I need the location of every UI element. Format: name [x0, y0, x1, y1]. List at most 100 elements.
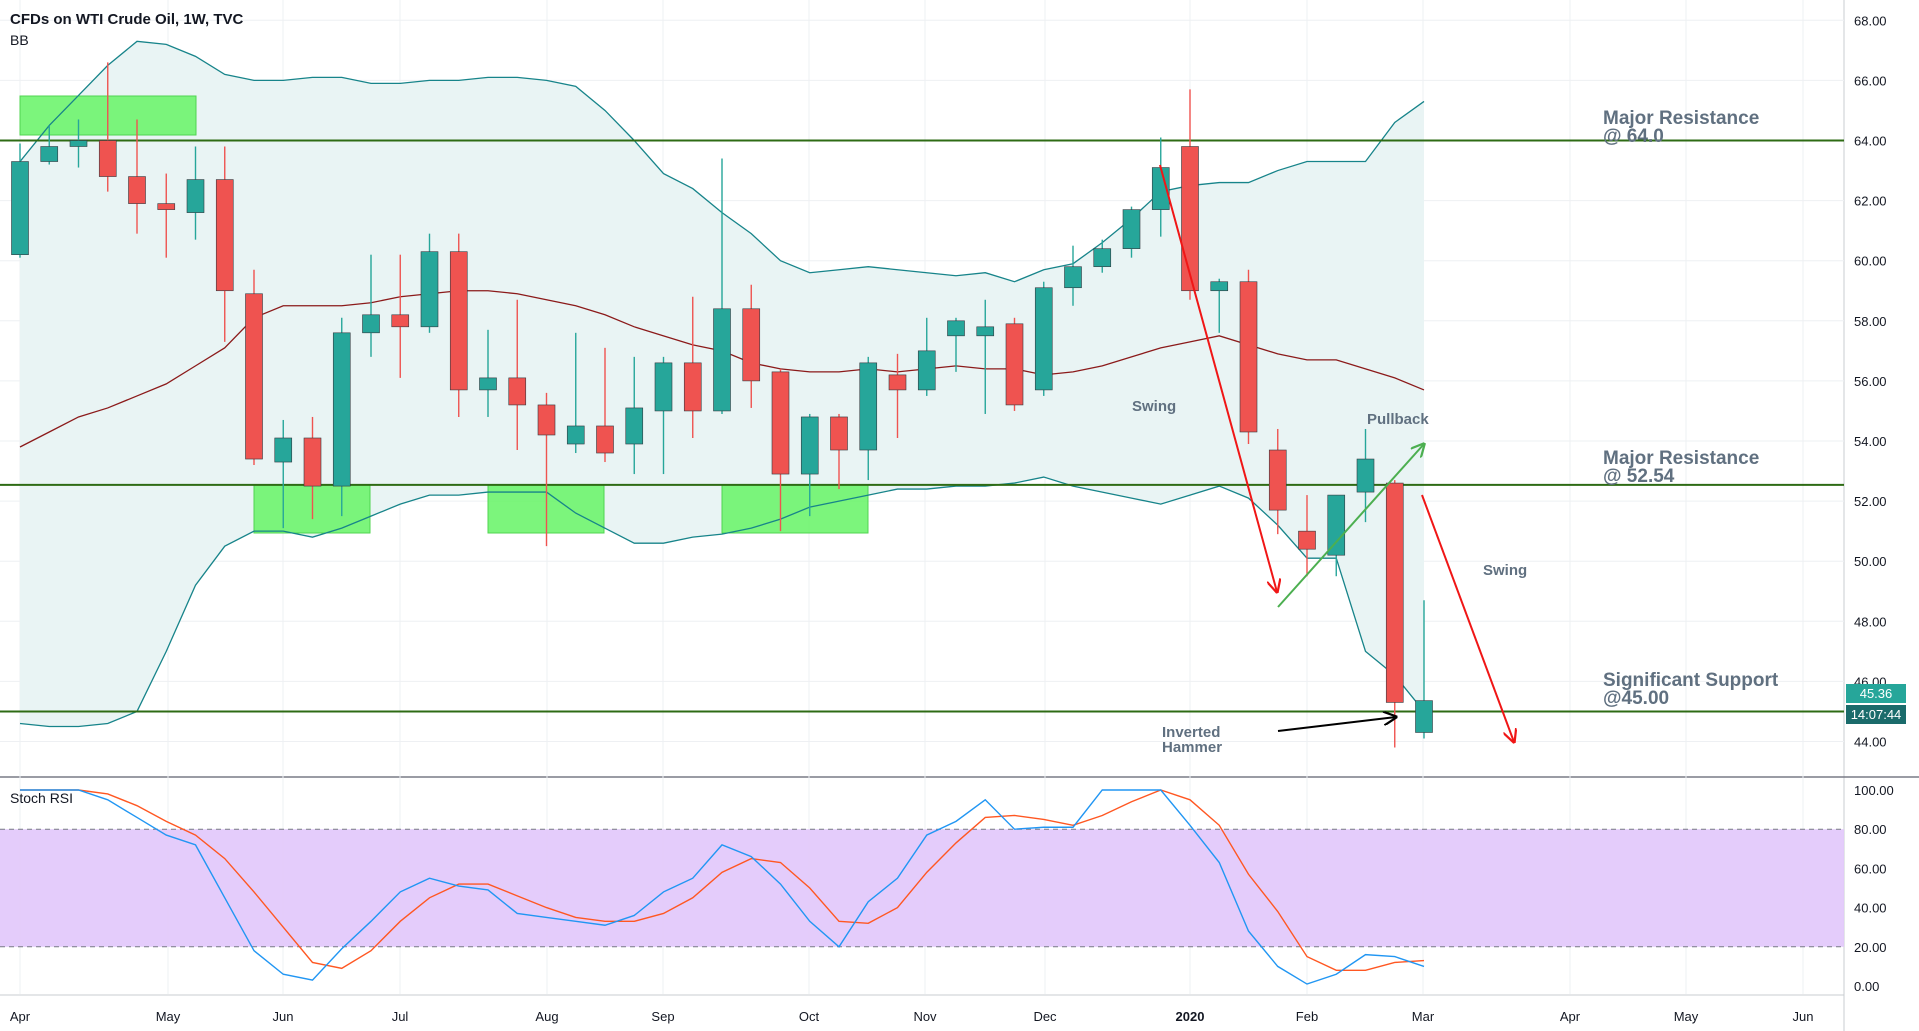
chart-title: CFDs on WTI Crude Oil, 1W, TVC: [10, 11, 244, 28]
time-tick-label: Aug: [535, 1009, 558, 1024]
time-tick-label: Sep: [651, 1009, 674, 1024]
time-tick-label: Nov: [913, 1009, 937, 1024]
time-tick-label: Jul: [392, 1009, 409, 1024]
candle-body: [157, 203, 176, 210]
candle-body: [654, 362, 673, 412]
time-tick-label: Apr: [10, 1009, 31, 1024]
candles: [11, 62, 1433, 748]
candle-body: [713, 308, 731, 412]
candle-body: [1093, 248, 1112, 268]
price-tick-label: 60.00: [1854, 254, 1887, 269]
bb-indicator-label[interactable]: BB: [10, 32, 29, 48]
rsi-tick-label: 60.00: [1854, 861, 1887, 876]
time-tick-label: 2020: [1176, 1009, 1205, 1024]
candle-body: [1239, 281, 1258, 433]
annotation-hammer-line2: Hammer: [1162, 739, 1222, 756]
last-price-badge: [1846, 684, 1906, 703]
stoch-rsi-band: [0, 829, 1844, 947]
price-tick-label: 66.00: [1854, 73, 1887, 88]
candle-body: [1385, 482, 1404, 703]
candle-body: [976, 326, 995, 337]
candle-body: [625, 407, 644, 445]
candle-body: [1034, 287, 1053, 391]
time-tick-label: Jun: [1793, 1009, 1814, 1024]
candle-body: [1327, 494, 1346, 556]
candle-body: [1122, 209, 1141, 249]
annotation-res1-line1: Major Resistance: [1603, 108, 1759, 129]
candle-body: [1181, 146, 1199, 292]
support-zone-4: [721, 484, 869, 534]
candle-body: [1298, 530, 1316, 550]
candle-body: [245, 293, 263, 460]
candle-body: [683, 362, 702, 412]
candle-body: [1005, 323, 1024, 406]
time-tick-label: Apr: [1560, 1009, 1581, 1024]
candle-body: [11, 161, 29, 255]
price-tick-label: 54.00: [1854, 434, 1887, 449]
candle-body: [1210, 281, 1229, 292]
candle-body: [742, 308, 761, 382]
candle-body: [771, 371, 790, 475]
candle-body: [274, 437, 293, 463]
candle-body: [186, 179, 205, 213]
last-price-value: 45.36: [1860, 686, 1893, 701]
annotation-res2-line2: @ 52.54: [1603, 466, 1675, 487]
time-tick-label: Oct: [799, 1009, 820, 1024]
time-tick-label: Dec: [1033, 1009, 1057, 1024]
countdown-badge: [1846, 705, 1906, 724]
candle-body: [596, 425, 614, 454]
annotation-pullback: Pullback: [1367, 411, 1429, 428]
rsi-tick-label: 100.00: [1854, 783, 1894, 798]
stoch-rsi-label[interactable]: Stoch RSI: [10, 790, 74, 806]
time-tick-label: Jun: [273, 1009, 294, 1024]
candle-body: [332, 332, 351, 487]
candle-body: [391, 314, 410, 328]
price-tick-label: 68.00: [1854, 13, 1887, 28]
price-tick-label: 52.00: [1854, 494, 1887, 509]
candle-body: [1356, 458, 1375, 493]
rsi-tick-label: 20.00: [1854, 940, 1887, 955]
candle-body: [888, 374, 907, 391]
rsi-tick-label: 80.00: [1854, 822, 1887, 837]
price-tick-label: 50.00: [1854, 554, 1887, 569]
price-tick-label: 62.00: [1854, 194, 1887, 209]
rsi-tick-label: 40.00: [1854, 901, 1887, 916]
price-tick-label: 58.00: [1854, 314, 1887, 329]
bb-lower-band: [19, 476, 1425, 728]
annotation-swing-1: Swing: [1132, 398, 1176, 415]
annotation-swing-2: Swing: [1483, 562, 1527, 579]
candle-body: [800, 416, 819, 475]
time-tick-label: Mar: [1412, 1009, 1435, 1024]
candle-body: [98, 140, 117, 177]
stoch-rsi-d-line: [20, 789, 1425, 972]
candle-body: [1268, 449, 1287, 511]
candle-body: [859, 362, 878, 451]
candle-body: [362, 314, 380, 334]
candle-body: [830, 416, 848, 451]
candle-body: [1415, 700, 1433, 733]
stoch-rsi-k-line: [20, 789, 1425, 985]
black-arrow: [1277, 717, 1396, 732]
annotation-res1-line2: @ 64.0: [1603, 126, 1664, 147]
candle-body: [1064, 266, 1082, 289]
price-tick-label: 64.00: [1854, 134, 1887, 149]
candle-body: [303, 437, 322, 487]
candle-body: [508, 377, 527, 406]
price-tick-label: 48.00: [1854, 614, 1887, 629]
candle-body: [69, 140, 88, 147]
red-arrow-1: [1159, 164, 1277, 592]
price-tick-label: 56.00: [1854, 374, 1887, 389]
candle-body: [917, 350, 936, 391]
candle-body: [537, 404, 556, 436]
candle-body: [479, 377, 497, 391]
annotation-hammer-line1: Inverted: [1162, 724, 1220, 741]
green-pullback-arrow: [1277, 444, 1424, 608]
time-tick-label: May: [156, 1009, 181, 1024]
rsi-tick-label: 0.00: [1854, 979, 1879, 994]
countdown-value: 14:07:44: [1851, 707, 1902, 722]
candle-body: [420, 251, 439, 328]
time-tick-label: Feb: [1296, 1009, 1318, 1024]
price-tick-label: 44.00: [1854, 735, 1887, 750]
red-arrow-2: [1421, 494, 1514, 742]
